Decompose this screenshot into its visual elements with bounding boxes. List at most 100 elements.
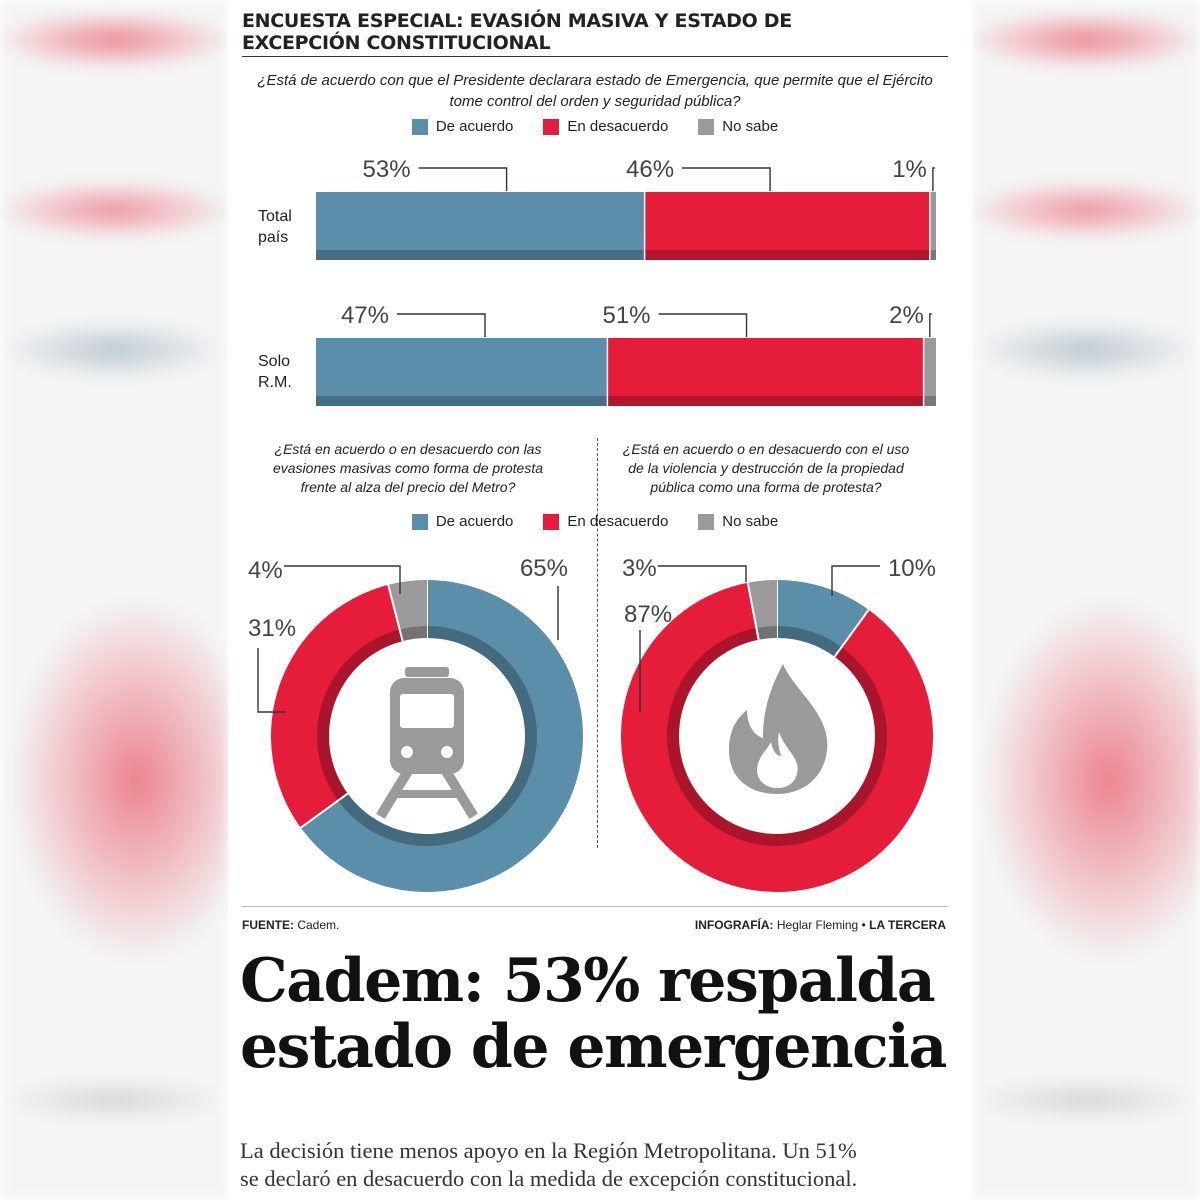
donut-slice-unknown [747, 580, 777, 640]
blurred-background-left [0, 0, 228, 1200]
legend-bottom: De acuerdo En desacuerdo No sabe [242, 513, 948, 530]
legend-label-disagree: En desacuerdo [567, 118, 669, 135]
bar-label-unknown: 2% [889, 302, 924, 329]
bar-segment-shade [607, 396, 924, 406]
deck-line-1: La decisión tiene menos apoyo en la Regi… [240, 1138, 857, 1163]
donut-slice-unknown [388, 580, 427, 642]
donut-slice-agree [777, 580, 869, 657]
legend-item-unknown: No sabe [698, 118, 778, 135]
title-line-2: EXCEPCIÓN CONSTITUCIONAL [242, 32, 551, 54]
infographic-credit: INFOGRAFÍA: Heglar Fleming • LA TERCERA [695, 918, 946, 932]
donut-leader-unknown [658, 565, 747, 582]
question-evasion: ¿Está en acuerdo o en desacuerdo con las… [248, 440, 568, 497]
column-divider [597, 438, 598, 848]
donut-slice-disagree [621, 582, 933, 893]
article-deck: La decisión tiene menos apoyo en la Regi… [240, 1137, 960, 1193]
legend-swatch-disagree [543, 513, 560, 530]
legend-label-agree: De acuerdo [435, 513, 514, 530]
bar-label-unknown: 1% [892, 156, 927, 183]
bar-leader-agree [397, 313, 486, 337]
row-label-total-line-1: Total [258, 208, 292, 225]
bar-segment-shade [316, 396, 608, 406]
donut-charts: 65% 31% 4% 10% 87% 3% [248, 555, 936, 893]
question-violence: ¿Está en acuerdo o en desacuerdo con el … [606, 440, 926, 497]
bar-segment-shade [923, 396, 936, 406]
credit-value: Heglar Fleming • [776, 918, 866, 932]
donut-slice-shade [777, 626, 842, 657]
bar-leader-agree [418, 167, 508, 191]
train-icon [376, 667, 478, 819]
donut-leader-unknown [284, 565, 401, 594]
question-emergency: ¿Está de acuerdo con que el Presidente d… [242, 70, 948, 112]
question-evasion-line-3: frente al alza del precio del Metro? [300, 479, 516, 495]
row-label-total-line-2: país [258, 229, 289, 246]
infographic-page: ENCUESTA ESPECIAL: EVASIÓN MASIVA Y ESTA… [228, 0, 972, 1200]
donut-leader-disagree [257, 648, 286, 713]
legend-swatch-disagree [543, 118, 560, 135]
donut-label-agree: 10% [888, 555, 936, 582]
bar-segment-disagree [644, 192, 930, 260]
bar-label-agree: 47% [341, 302, 389, 329]
donut-divider [746, 582, 760, 640]
legend-swatch-agree [411, 118, 428, 135]
credit-label: INFOGRAFÍA: [694, 918, 774, 932]
publication-name: LA TERCERA [869, 918, 946, 932]
bar-leader-disagree [682, 167, 771, 191]
legend-item-unknown: No sabe [698, 513, 778, 530]
stacked-bar-chart: 53% 46% 1% 47% 51% 2% [316, 156, 936, 406]
bar-leader-unknown [932, 167, 935, 191]
row-label-total: Total país [258, 206, 292, 248]
legend-swatch-unknown [698, 118, 715, 135]
donut-label-disagree: 31% [248, 615, 296, 642]
legend-label-disagree: En desacuerdo [567, 513, 669, 530]
donut-slice-agree [300, 580, 583, 892]
question-evasion-line-2: evasiones masivas como forma de protesta [272, 460, 543, 476]
donut-slice-shade [399, 626, 427, 642]
donut-label-disagree: 87% [624, 601, 672, 628]
headline-line-1: Cadem: 53% respalda [240, 946, 936, 1016]
title-line-1: ENCUESTA ESPECIAL: EVASIÓN MASIVA Y ESTA… [242, 10, 792, 32]
question-violence-line-2: de la violencia y destrucción de la prop… [628, 460, 904, 476]
donut-divider [300, 792, 349, 829]
donut-divider [833, 609, 870, 658]
question-violence-line-3: pública como una forma de protesta? [650, 479, 882, 495]
legend-item-disagree: En desacuerdo [543, 513, 668, 530]
bar-segment-unknown [923, 338, 936, 406]
bar-segment-unknown [929, 192, 936, 260]
bar-segment-agree [316, 338, 608, 406]
donut-divider [387, 584, 404, 642]
legend-item-agree: De acuerdo [411, 118, 514, 135]
legend-swatch-agree [411, 513, 428, 530]
flame-icon [729, 664, 828, 794]
donut-slice-disagree [270, 584, 403, 828]
bar-label-disagree: 51% [602, 302, 650, 329]
infographic-title: ENCUESTA ESPECIAL: EVASIÓN MASIVA Y ESTA… [242, 10, 942, 54]
legend-swatch-unknown [698, 513, 715, 530]
row-label-rm-line-2: R.M. [258, 374, 292, 391]
source-label: FUENTE: [242, 918, 294, 932]
bar-leader-unknown [929, 313, 932, 337]
bar-leader-disagree [658, 313, 748, 337]
title-rule [242, 56, 948, 57]
headline-line-2: estado de emergencia [240, 1012, 947, 1082]
question-evasion-line-1: ¿Está en acuerdo o en desacuerdo con las [274, 441, 542, 457]
legend-label-unknown: No sabe [722, 118, 779, 135]
article-headline: Cadem: 53% respalda estado de emergencia [240, 948, 960, 1080]
bar-segment-shade [644, 250, 930, 260]
bar-segment-shade [316, 250, 645, 260]
legend-item-disagree: En desacuerdo [543, 118, 668, 135]
question-emergency-line-2: tome control del orden y seguridad públi… [449, 93, 741, 110]
donut-leader-agree [831, 565, 880, 596]
question-emergency-line-1: ¿Está de acuerdo con que el Presidente d… [257, 72, 933, 89]
legend-item-agree: De acuerdo [411, 513, 514, 530]
legend-top: De acuerdo En desacuerdo No sabe [242, 118, 948, 135]
question-violence-line-1: ¿Está en acuerdo o en desacuerdo con el … [622, 441, 910, 457]
donut-label-unknown: 3% [622, 555, 657, 582]
donut-label-unknown: 4% [248, 557, 283, 584]
bar-segment-agree [316, 192, 645, 260]
deck-line-2: se declaró en desacuerdo con la medida d… [240, 1166, 858, 1191]
legend-label-agree: De acuerdo [435, 118, 514, 135]
donut-label-agree: 65% [520, 555, 568, 582]
bar-segment-disagree [607, 338, 924, 406]
donut-slice-shade [756, 626, 777, 640]
